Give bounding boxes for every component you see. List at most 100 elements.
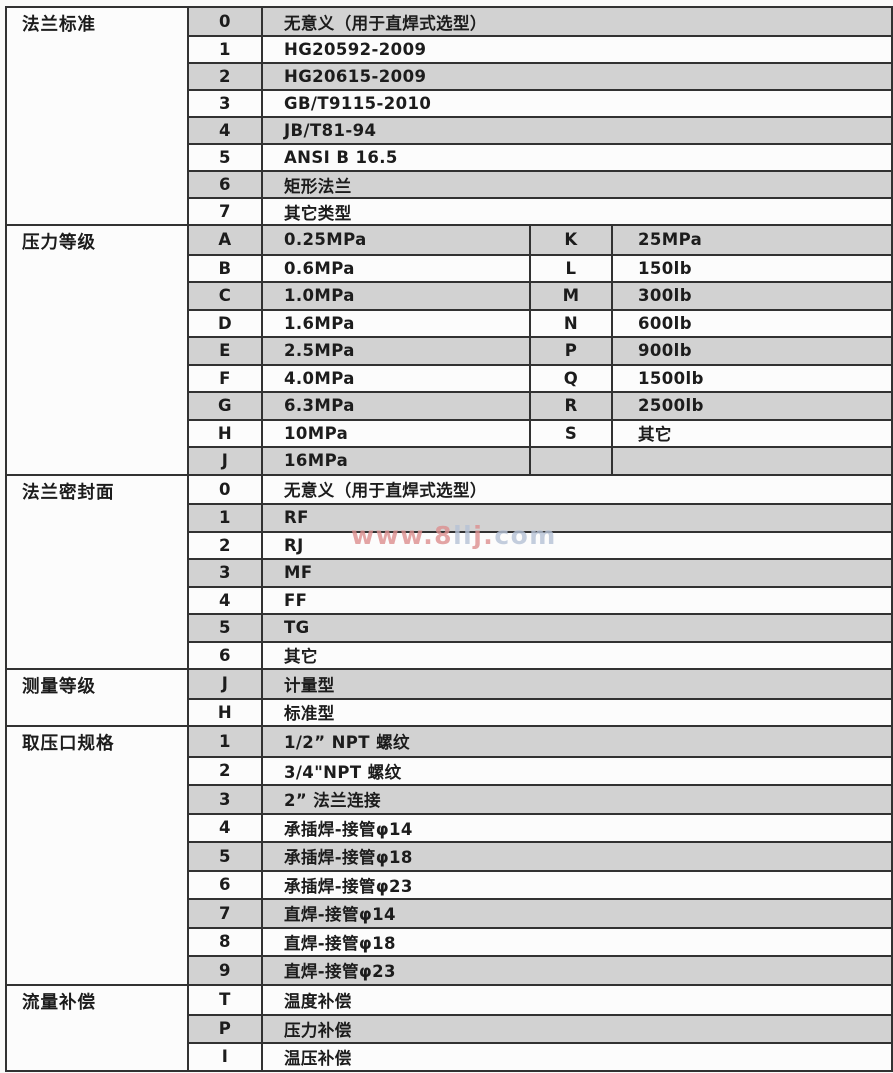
desc-cell-2: 其它 bbox=[613, 418, 891, 446]
category-label-pressure-grade: 压力等级 bbox=[7, 226, 187, 474]
desc-cell: 承插焊-接管φ14 bbox=[263, 812, 891, 841]
code-cell: 3 bbox=[187, 89, 263, 116]
desc-cell-2: 600lb bbox=[613, 308, 891, 336]
code-cell: 4 bbox=[187, 116, 263, 143]
code-cell-2: L bbox=[529, 253, 613, 281]
code-cell: 9 bbox=[187, 955, 263, 984]
category-label-flange-standard: 法兰标准 bbox=[7, 8, 187, 224]
code-cell: P bbox=[187, 1013, 263, 1042]
code-cell-2: S bbox=[529, 418, 613, 446]
code-cell: 7 bbox=[187, 197, 263, 224]
code-cell: F bbox=[187, 363, 263, 391]
desc-cell: 4.0MPa bbox=[263, 363, 529, 391]
desc-cell: 其它 bbox=[263, 640, 891, 668]
section-flange-standard: 法兰标准 0 无意义（用于直焊式选型） 1 HG20592-2009 2 HG20615-2… bbox=[7, 8, 891, 224]
code-cell: D bbox=[187, 308, 263, 336]
code-cell: 7 bbox=[187, 898, 263, 927]
code-cell: 6 bbox=[187, 170, 263, 197]
code-cell: H bbox=[187, 418, 263, 446]
desc-cell-2: 150lb bbox=[613, 253, 891, 281]
desc-cell: 无意义（用于直焊式选型） bbox=[263, 475, 891, 503]
desc-cell: 标准型 bbox=[263, 697, 891, 725]
desc-cell: 直焊-接管φ23 bbox=[263, 955, 891, 984]
desc-cell: TG bbox=[263, 613, 891, 641]
desc-cell: 承插焊-接管φ23 bbox=[263, 869, 891, 898]
code-cell: 5 bbox=[187, 613, 263, 641]
code-cell: J bbox=[187, 446, 263, 474]
code-cell: 6 bbox=[187, 640, 263, 668]
code-cell: G bbox=[187, 391, 263, 419]
desc-cell-2: 2500lb bbox=[613, 391, 891, 419]
desc-cell: 矩形法兰 bbox=[263, 170, 891, 197]
desc-cell: 承插焊-接管φ18 bbox=[263, 841, 891, 870]
desc-cell-2: 900lb bbox=[613, 336, 891, 364]
code-cell: H bbox=[187, 697, 263, 725]
desc-cell: 2.5MPa bbox=[263, 336, 529, 364]
section-pressure-tap-spec: 取压口规格 1 1/2” NPT 螺纹 2 3/4"NPT 螺纹 3 2” 法兰连接 4 承插焊… bbox=[7, 725, 891, 984]
code-cell: 0 bbox=[187, 8, 263, 35]
desc-cell: 10MPa bbox=[263, 418, 529, 446]
desc-cell-2 bbox=[613, 446, 891, 474]
desc-cell: RJ bbox=[263, 530, 891, 558]
code-cell: 1 bbox=[187, 727, 263, 756]
section-flange-sealing-face: 法兰密封面 0 无意义（用于直焊式选型） 1 RF 2 RJ 3 MF 4 FF 5 TG 6 其它 bbox=[7, 473, 891, 668]
desc-cell: 3/4"NPT 螺纹 bbox=[263, 755, 891, 784]
code-cell: 2 bbox=[187, 530, 263, 558]
code-cell: E bbox=[187, 336, 263, 364]
desc-cell: 压力补偿 bbox=[263, 1013, 891, 1042]
category-label-measurement-grade: 测量等级 bbox=[7, 670, 187, 725]
code-cell-2: M bbox=[529, 281, 613, 309]
code-cell-2: P bbox=[529, 336, 613, 364]
desc-cell: 直焊-接管φ14 bbox=[263, 898, 891, 927]
code-cell: 5 bbox=[187, 143, 263, 170]
code-cell: 1 bbox=[187, 503, 263, 531]
code-cell: 2 bbox=[187, 62, 263, 89]
desc-cell: 0.6MPa bbox=[263, 253, 529, 281]
desc-cell: 直焊-接管φ18 bbox=[263, 926, 891, 955]
code-cell: B bbox=[187, 253, 263, 281]
desc-cell-2: 1500lb bbox=[613, 363, 891, 391]
code-cell-2: R bbox=[529, 391, 613, 419]
desc-cell: 6.3MPa bbox=[263, 391, 529, 419]
code-cell: C bbox=[187, 281, 263, 309]
code-cell: 4 bbox=[187, 585, 263, 613]
desc-cell: JB/T81-94 bbox=[263, 116, 891, 143]
code-cell: 3 bbox=[187, 784, 263, 813]
code-cell-2 bbox=[529, 446, 613, 474]
code-cell: T bbox=[187, 985, 263, 1014]
category-label-flange-sealing-face: 法兰密封面 bbox=[7, 475, 187, 668]
code-cell: J bbox=[187, 670, 263, 698]
code-cell-2: K bbox=[529, 226, 613, 254]
desc-cell: 温压补偿 bbox=[263, 1041, 891, 1070]
code-cell: 1 bbox=[187, 35, 263, 62]
code-cell: I bbox=[187, 1041, 263, 1070]
desc-cell: HG20592-2009 bbox=[263, 35, 891, 62]
desc-cell: HG20615-2009 bbox=[263, 62, 891, 89]
desc-cell: GB/T9115-2010 bbox=[263, 89, 891, 116]
code-cell: 8 bbox=[187, 926, 263, 955]
code-cell: 4 bbox=[187, 812, 263, 841]
desc-cell: 其它类型 bbox=[263, 197, 891, 224]
desc-cell: 1.0MPa bbox=[263, 281, 529, 309]
code-cell: 6 bbox=[187, 869, 263, 898]
desc-cell: 0.25MPa bbox=[263, 226, 529, 254]
desc-cell: 无意义（用于直焊式选型） bbox=[263, 8, 891, 35]
desc-cell: ANSI B 16.5 bbox=[263, 143, 891, 170]
category-label-flow-compensation: 流量补偿 bbox=[7, 985, 187, 1070]
desc-cell: 16MPa bbox=[263, 446, 529, 474]
code-cell: 3 bbox=[187, 558, 263, 586]
desc-cell: MF bbox=[263, 558, 891, 586]
code-cell: A bbox=[187, 226, 263, 254]
desc-cell: 1/2” NPT 螺纹 bbox=[263, 727, 891, 756]
selection-table: 法兰标准 0 无意义（用于直焊式选型） 1 HG20592-2009 2 HG20615-2… bbox=[5, 6, 893, 1072]
category-label-pressure-tap-spec: 取压口规格 bbox=[7, 727, 187, 984]
desc-cell: 温度补偿 bbox=[263, 985, 891, 1014]
code-cell: 5 bbox=[187, 841, 263, 870]
code-cell: 2 bbox=[187, 755, 263, 784]
desc-cell: FF bbox=[263, 585, 891, 613]
code-cell: 0 bbox=[187, 475, 263, 503]
desc-cell-2: 300lb bbox=[613, 281, 891, 309]
section-measurement-grade: 测量等级 J 计量型 H 标准型 bbox=[7, 668, 891, 725]
desc-cell: 1.6MPa bbox=[263, 308, 529, 336]
